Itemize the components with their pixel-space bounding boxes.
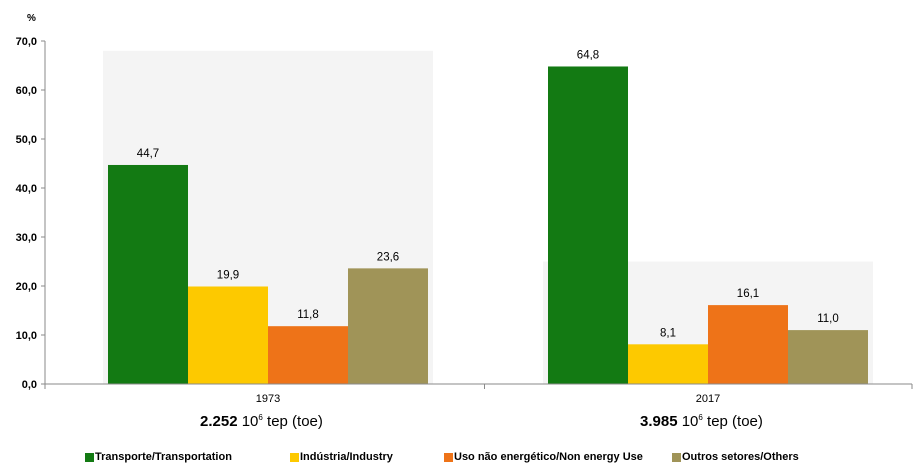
category-label-2017: 2017 bbox=[696, 393, 720, 405]
bars: 44,7 64,8 19,9 8,1 11,8 16,1 23,6 11,0 bbox=[108, 49, 868, 384]
total-1973-unit-exp: 6 bbox=[258, 413, 263, 422]
legend-item-non-energy: Uso não energético/Non energy Use bbox=[444, 451, 643, 463]
legend-label-non-energy: Uso não energético/Non energy Use bbox=[454, 451, 643, 463]
data-label-0-1973: 44,7 bbox=[137, 148, 159, 160]
bar-1-1973 bbox=[188, 286, 268, 384]
y-axis-unit-label: % bbox=[27, 13, 36, 24]
total-2017-unit-exp: 6 bbox=[698, 413, 703, 422]
legend-label-transport: Transporte/Transportation bbox=[95, 451, 232, 463]
total-2017-unit-base: 10 bbox=[681, 413, 699, 430]
axes: 0,0 10,0 20,0 30,0 40,0 50,0 60,0 70,0 1973 2017 bbox=[16, 36, 913, 405]
total-2017: 3.985 106 tep (toe) bbox=[640, 413, 763, 430]
y-tick-label-1: 10,0 bbox=[16, 330, 37, 342]
y-tick-label-3: 30,0 bbox=[16, 232, 37, 244]
legend-swatch-non-energy bbox=[444, 452, 453, 462]
total-2017-value: 3.985 bbox=[640, 413, 678, 430]
legend-label-others: Outros setores/Others bbox=[682, 451, 799, 463]
legend: Transporte/Transportation Indústria/Indu… bbox=[0, 451, 918, 465]
y-tick-label-7: 70,0 bbox=[16, 36, 37, 48]
legend-swatch-transport bbox=[85, 452, 94, 462]
total-1973-value: 2.252 bbox=[200, 413, 238, 430]
bar-1-2017 bbox=[628, 344, 708, 384]
data-label-2-2017: 16,1 bbox=[737, 288, 759, 300]
total-2017-unit-rest: tep (toe) bbox=[707, 413, 763, 430]
bar-3-1973 bbox=[348, 268, 428, 384]
y-tick-label-0: 0,0 bbox=[22, 379, 37, 391]
y-tick-label-4: 40,0 bbox=[16, 183, 37, 195]
legend-item-transport: Transporte/Transportation bbox=[85, 451, 232, 463]
y-tick-label-6: 60,0 bbox=[16, 85, 37, 97]
total-1973-unit-rest: tep (toe) bbox=[267, 413, 323, 430]
data-label-1-2017: 8,1 bbox=[660, 327, 676, 339]
bar-2-2017 bbox=[708, 305, 788, 384]
legend-swatch-others bbox=[672, 452, 681, 462]
total-1973: 2.252 106 tep (toe) bbox=[200, 413, 323, 430]
legend-label-industry: Indústria/Industry bbox=[300, 451, 393, 463]
data-label-3-2017: 11,0 bbox=[817, 313, 839, 325]
legend-item-industry: Indústria/Industry bbox=[290, 451, 393, 463]
data-label-2-1973: 11,8 bbox=[297, 309, 319, 321]
data-label-1-1973: 19,9 bbox=[217, 269, 239, 281]
legend-swatch-industry bbox=[290, 452, 299, 462]
y-tick-label-2: 20,0 bbox=[16, 281, 37, 293]
total-1973-unit-base: 10 bbox=[241, 413, 259, 430]
y-tick-label-5: 50,0 bbox=[16, 134, 37, 146]
bar-2-1973 bbox=[268, 326, 348, 384]
data-label-0-2017: 64,8 bbox=[577, 49, 599, 61]
bar-chart: 44,7 64,8 19,9 8,1 11,8 16,1 23,6 11,0 0,0 10,0 2… bbox=[16, 13, 913, 405]
bar-0-1973 bbox=[108, 164, 188, 384]
bar-3-2017 bbox=[788, 330, 868, 384]
data-label-3-1973: 23,6 bbox=[377, 251, 399, 263]
legend-item-others: Outros setores/Others bbox=[672, 451, 799, 463]
bar-0-2017 bbox=[548, 66, 628, 384]
category-label-1973: 1973 bbox=[256, 393, 280, 405]
